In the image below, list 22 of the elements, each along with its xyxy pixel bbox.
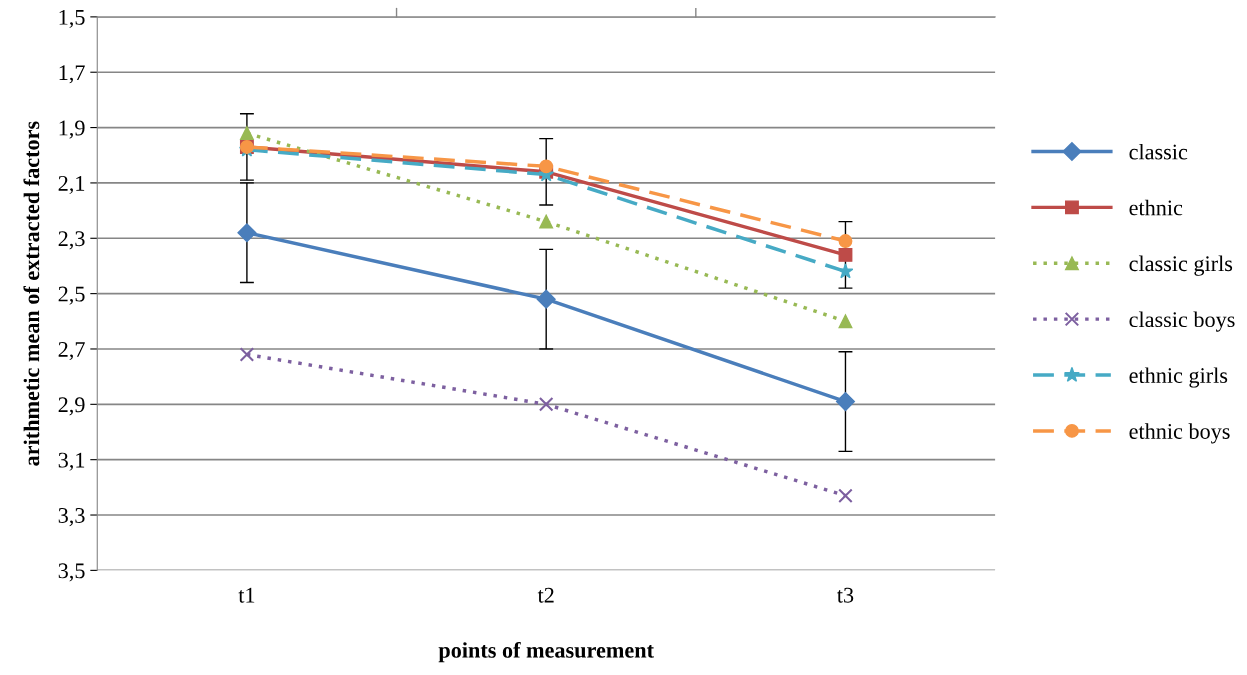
x-tick-label: t2: [537, 587, 554, 603]
y-tick-label: 2,7: [58, 341, 85, 361]
x-tick-label: t3: [837, 587, 854, 603]
y-tick-label: 2,1: [58, 175, 85, 195]
legend-label: ethnic girls: [1129, 367, 1228, 388]
y-axis-title: arithmetic mean of extracted factors: [23, 121, 40, 466]
x-axis-title: points of measurement: [438, 641, 654, 663]
y-tick-label: 1,7: [59, 65, 85, 84]
x-tick-label: t1: [238, 587, 255, 603]
y-tick-label: 2,5: [58, 286, 85, 305]
y-tick-label: 1,5: [59, 9, 85, 28]
y-tick-label: 1,9: [59, 120, 85, 139]
y-tick-label: 2,3: [58, 231, 85, 250]
y-tick-label: 3,3: [58, 508, 85, 527]
legend-label: classic: [1129, 143, 1188, 160]
legend-label: classic boys: [1129, 311, 1235, 332]
y-tick-label: 3,5: [58, 563, 85, 582]
y-tick-label: 3,1: [58, 452, 85, 471]
legend-label: ethnic boys: [1129, 423, 1230, 444]
legend-label: ethnic: [1129, 199, 1183, 216]
y-tick-label: 2,9: [58, 397, 85, 416]
legend-label: classic girls: [1129, 255, 1233, 276]
